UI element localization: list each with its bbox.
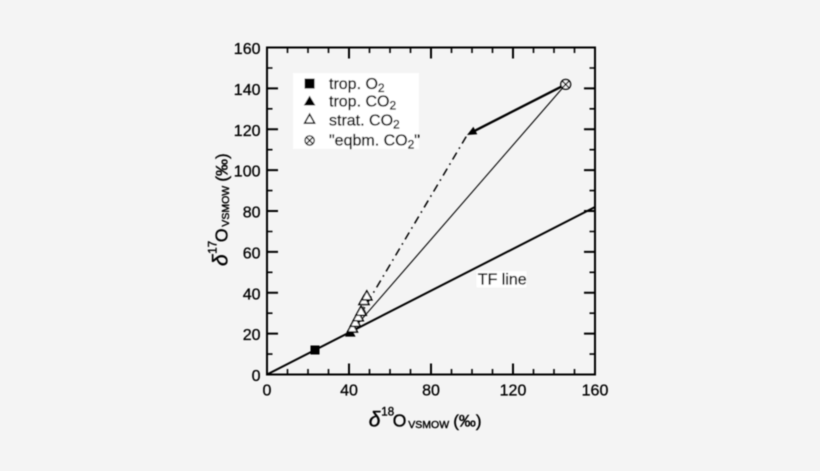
svg-text:δ: δ	[210, 254, 233, 266]
svg-text:(‰): (‰)	[213, 153, 232, 181]
svg-text:VSMOW: VSMOW	[220, 186, 232, 227]
svg-text:40: 40	[243, 286, 261, 303]
svg-text:80: 80	[243, 205, 261, 222]
svg-text:VSMOW: VSMOW	[408, 419, 449, 431]
svg-text:120: 120	[234, 123, 261, 140]
svg-text:120: 120	[500, 383, 527, 400]
svg-text:trop. CO2: trop. CO2	[329, 94, 396, 113]
svg-text:100: 100	[234, 164, 261, 181]
svg-text:δ: δ	[369, 409, 381, 432]
svg-text:TF line: TF line	[478, 272, 527, 289]
svg-text:160: 160	[582, 383, 609, 400]
svg-text:20: 20	[243, 327, 261, 344]
svg-text:140: 140	[234, 82, 261, 99]
svg-text:O: O	[212, 228, 232, 242]
svg-text:18: 18	[381, 407, 394, 419]
svg-text:60: 60	[243, 245, 261, 262]
svg-text:17: 17	[208, 241, 220, 254]
svg-text:40: 40	[340, 383, 358, 400]
svg-text:strat. CO2: strat. CO2	[329, 113, 400, 132]
svg-text:160: 160	[234, 41, 261, 58]
svg-text:trop. O2: trop. O2	[329, 76, 385, 95]
svg-text:0: 0	[263, 383, 272, 400]
svg-text:O: O	[393, 411, 407, 431]
svg-text:0: 0	[252, 368, 261, 385]
svg-text:(‰): (‰)	[453, 412, 481, 431]
svg-text:80: 80	[422, 383, 440, 400]
svg-text:"eqbm. CO2": "eqbm. CO2"	[329, 132, 420, 151]
